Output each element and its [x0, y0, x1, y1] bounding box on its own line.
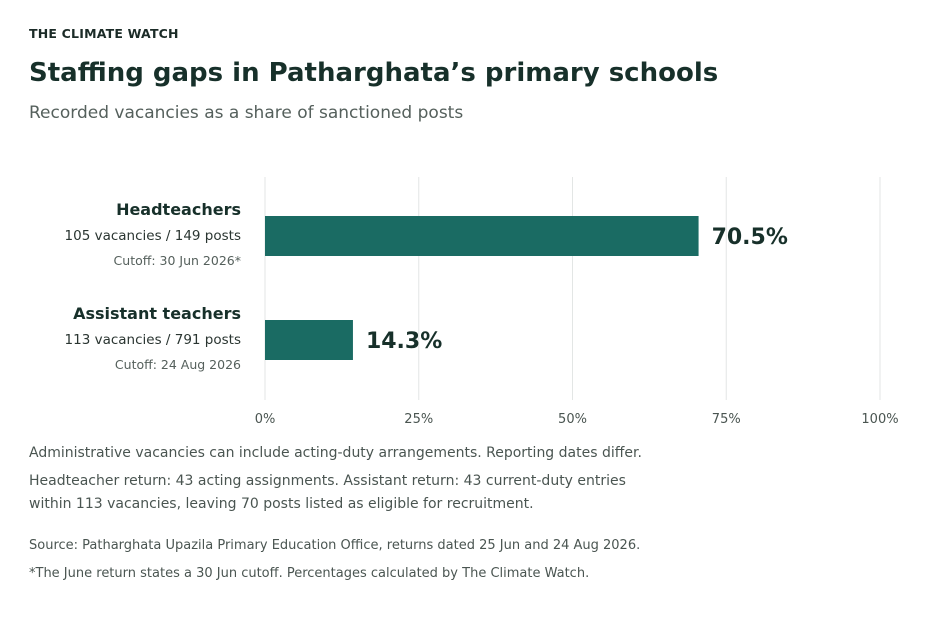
x-tick-label: 0%	[255, 412, 276, 427]
chart-title: Staffing gaps in Patharghata’s primary s…	[29, 58, 719, 88]
category-label: Headteachers	[116, 200, 241, 219]
category-cutoff: Cutoff: 30 Jun 2026*	[114, 253, 241, 268]
chart-subtitle: Recorded vacancies as a share of sanctio…	[29, 103, 464, 123]
source-note: Source: Patharghata Upazila Primary Educ…	[29, 538, 641, 553]
bar-value-label: 70.5%	[712, 225, 788, 250]
footnote: *The June return states a 30 Jun cutoff.…	[29, 566, 590, 581]
x-tick-label: 50%	[558, 412, 587, 427]
bar-value-label: 14.3%	[366, 329, 442, 354]
category-detail: 113 vacancies / 791 posts	[65, 332, 241, 348]
category-cutoff: Cutoff: 24 Aug 2026	[115, 357, 241, 372]
note-line-2: Headteacher return: 43 acting assignment…	[29, 473, 626, 489]
bar-chart: 0% 25% 50% 75% 100% 70.5% Headteachers 105 vaca…	[65, 177, 899, 427]
x-tick-label: 100%	[861, 412, 898, 427]
category-detail: 105 vacancies / 149 posts	[65, 228, 241, 244]
x-tick-label: 75%	[712, 412, 741, 427]
bar	[265, 320, 353, 360]
category-label: Assistant teachers	[73, 304, 241, 323]
note-line-3: within 113 vacancies, leaving 70 posts l…	[29, 496, 534, 512]
publication-name: THE CLIMATE WATCH	[29, 26, 179, 41]
bar	[265, 216, 699, 256]
x-tick-label: 25%	[404, 412, 433, 427]
note-line-1: Administrative vacancies can include act…	[29, 445, 642, 461]
